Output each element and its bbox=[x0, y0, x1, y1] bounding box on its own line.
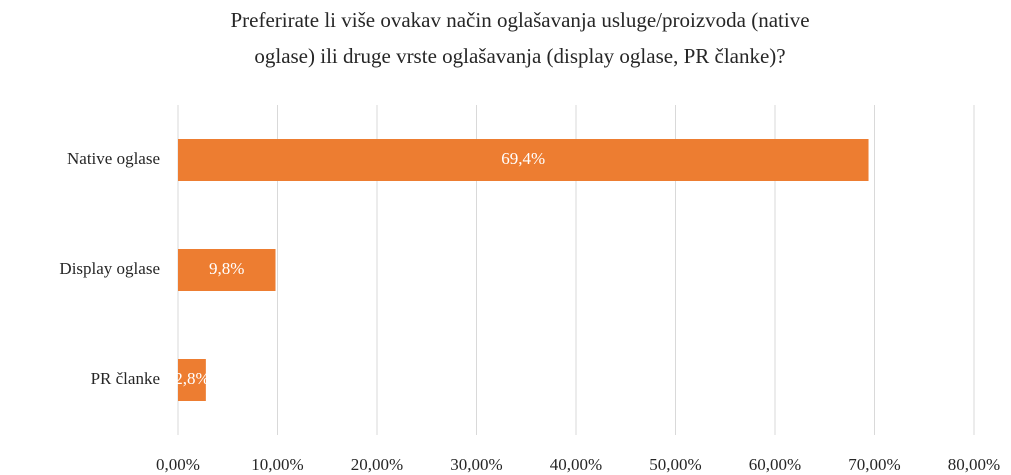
bar bbox=[178, 249, 276, 291]
value-label: 69,4% bbox=[501, 149, 545, 168]
bar bbox=[178, 139, 869, 181]
value-label: 9,8% bbox=[209, 259, 244, 278]
x-tick-label: 10,00% bbox=[251, 455, 303, 474]
x-tick-label: 20,00% bbox=[351, 455, 403, 474]
x-tick-label: 70,00% bbox=[848, 455, 900, 474]
chart-title: Preferirate li više ovakav način oglašav… bbox=[230, 8, 809, 32]
y-tick-label: Display oglase bbox=[59, 259, 160, 278]
x-tick-label: 50,00% bbox=[649, 455, 701, 474]
x-tick-label: 80,00% bbox=[948, 455, 1000, 474]
y-tick-label: PR članke bbox=[91, 369, 160, 388]
x-tick-label: 60,00% bbox=[749, 455, 801, 474]
value-label: 2,8% bbox=[174, 369, 209, 388]
x-tick-label: 40,00% bbox=[550, 455, 602, 474]
chart-title: oglase) ili druge vrste oglašavanja (dis… bbox=[254, 44, 785, 68]
x-tick-label: 0,00% bbox=[156, 455, 200, 474]
x-tick-label: 30,00% bbox=[450, 455, 502, 474]
y-tick-label: Native oglase bbox=[67, 149, 160, 168]
bar bbox=[178, 359, 206, 401]
